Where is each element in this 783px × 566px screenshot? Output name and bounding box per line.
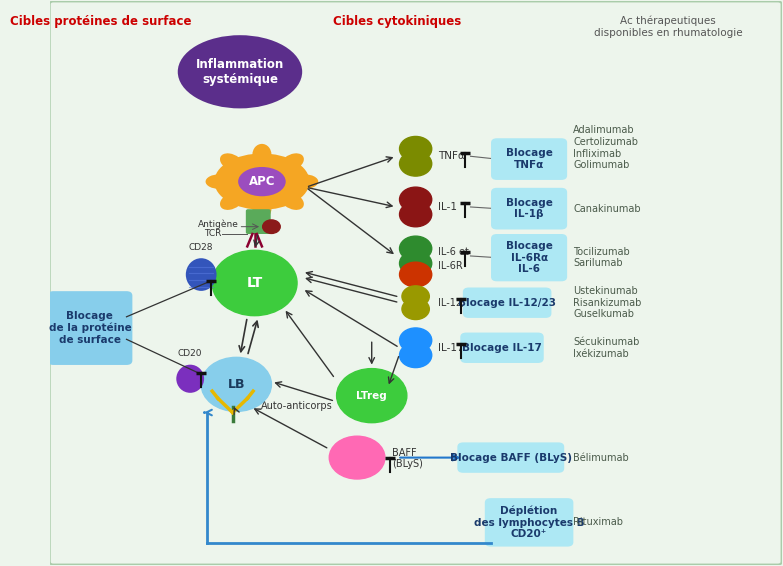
Ellipse shape (252, 144, 272, 165)
Circle shape (330, 436, 385, 479)
Ellipse shape (178, 35, 302, 109)
FancyBboxPatch shape (491, 234, 567, 281)
Circle shape (399, 236, 431, 261)
FancyBboxPatch shape (246, 209, 271, 234)
Text: IL-17: IL-17 (438, 343, 464, 353)
Text: Rituximab: Rituximab (573, 517, 623, 528)
Text: Cibles cytokiniques: Cibles cytokiniques (334, 15, 461, 28)
Circle shape (399, 262, 431, 287)
Text: Tocilizumab
Sarilumab: Tocilizumab Sarilumab (573, 247, 630, 268)
Circle shape (201, 357, 272, 411)
Text: Blocage IL-12/23: Blocage IL-12/23 (458, 298, 556, 308)
Text: Inflammation
systémique: Inflammation systémique (196, 58, 284, 86)
Text: APC: APC (249, 175, 275, 188)
Text: (BLyS): (BLyS) (392, 460, 423, 469)
Ellipse shape (215, 153, 309, 210)
Text: LB: LB (228, 378, 245, 391)
Text: TNFα: TNFα (438, 151, 465, 161)
Ellipse shape (220, 191, 244, 210)
Text: Blocage
IL-6Rα
IL-6: Blocage IL-6Rα IL-6 (506, 241, 553, 275)
Text: Auto-anticorps: Auto-anticorps (261, 401, 332, 411)
Text: Blocage
TNFα: Blocage TNFα (506, 148, 553, 170)
Ellipse shape (206, 174, 233, 189)
Text: Blocage BAFF (BLyS): Blocage BAFF (BLyS) (449, 453, 572, 462)
FancyBboxPatch shape (491, 188, 567, 229)
Ellipse shape (280, 153, 304, 171)
Text: TCR: TCR (204, 229, 222, 238)
Text: Cibles protéines de surface: Cibles protéines de surface (10, 15, 192, 28)
Text: Ac thérapeutiques
disponibles en rhumatologie: Ac thérapeutiques disponibles en rhumato… (594, 15, 742, 37)
Text: CD20: CD20 (178, 349, 203, 358)
Text: LT: LT (247, 276, 263, 290)
Text: Blocage IL-17: Blocage IL-17 (462, 343, 542, 353)
Text: Déplétion
des lymphocytes B
CD20⁺: Déplétion des lymphocytes B CD20⁺ (474, 505, 584, 539)
Text: BAFF: BAFF (392, 448, 417, 458)
FancyBboxPatch shape (485, 498, 573, 547)
Circle shape (337, 368, 407, 423)
Text: Adalimumab
Certolizumab
Infliximab
Golimumab: Adalimumab Certolizumab Infliximab Golim… (573, 126, 638, 170)
Text: LTreg: LTreg (356, 391, 387, 401)
Ellipse shape (186, 258, 217, 291)
Circle shape (212, 250, 297, 316)
Circle shape (399, 151, 431, 176)
Text: Blocage
IL-1β: Blocage IL-1β (506, 198, 553, 220)
Text: Ustekinumab
Risankizumab
Guselkumab: Ustekinumab Risankizumab Guselkumab (573, 286, 641, 319)
Circle shape (402, 286, 429, 307)
Circle shape (402, 298, 429, 320)
Circle shape (262, 220, 280, 233)
Text: CD28: CD28 (189, 243, 214, 252)
Circle shape (399, 136, 431, 161)
Text: IL-1: IL-1 (438, 202, 457, 212)
Text: IL-6R: IL-6R (438, 261, 463, 271)
Circle shape (399, 187, 431, 212)
Text: Bélimumab: Bélimumab (573, 453, 629, 462)
Circle shape (399, 251, 431, 276)
Text: IL-12/23: IL-12/23 (438, 298, 478, 308)
FancyBboxPatch shape (463, 288, 551, 318)
Text: IL-6 et: IL-6 et (438, 247, 469, 258)
Ellipse shape (220, 153, 244, 171)
Ellipse shape (238, 167, 286, 196)
Ellipse shape (252, 198, 272, 220)
Text: Blocage
de la protéine
de surface: Blocage de la protéine de surface (49, 311, 132, 345)
Circle shape (399, 343, 431, 367)
FancyBboxPatch shape (460, 333, 543, 363)
FancyBboxPatch shape (457, 443, 565, 473)
Text: Antigène: Antigène (197, 219, 239, 229)
Circle shape (399, 202, 431, 227)
Ellipse shape (290, 174, 318, 189)
FancyBboxPatch shape (48, 291, 132, 365)
Circle shape (399, 328, 431, 353)
Text: Sécukinumab
Ixékizumab: Sécukinumab Ixékizumab (573, 337, 640, 359)
Ellipse shape (176, 365, 204, 393)
FancyBboxPatch shape (491, 138, 567, 180)
Ellipse shape (280, 191, 304, 210)
Text: Canakinumab: Canakinumab (573, 204, 640, 213)
